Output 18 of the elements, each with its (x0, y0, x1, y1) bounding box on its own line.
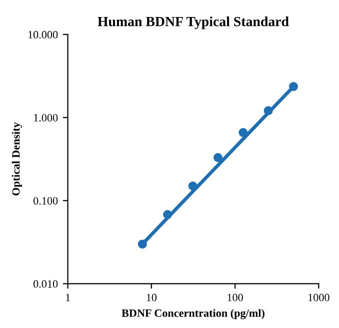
point (288, 82, 298, 92)
y-tick-label: 10.000 (28, 30, 58, 38)
x-tick-label: 100 (228, 294, 243, 302)
x-tick-label: 1000 (308, 294, 330, 302)
x-tick-label: 1 (66, 294, 70, 302)
x-tick-label: 10 (146, 294, 157, 302)
y-tick-label: 0.100 (34, 197, 58, 205)
point (238, 128, 248, 138)
chart-title: Human BDNF Typical Standard (98, 16, 289, 30)
point (188, 181, 198, 190)
y-tick-label: 0.010 (34, 280, 58, 288)
point (213, 153, 222, 162)
point (138, 240, 147, 249)
point (264, 106, 273, 116)
y-tick-label: 1.000 (34, 114, 58, 122)
x-axis-title: BDNF Concerntration (pg/ml) (122, 309, 264, 320)
y-axis-title: Optical Density (12, 122, 22, 196)
point (163, 210, 172, 220)
